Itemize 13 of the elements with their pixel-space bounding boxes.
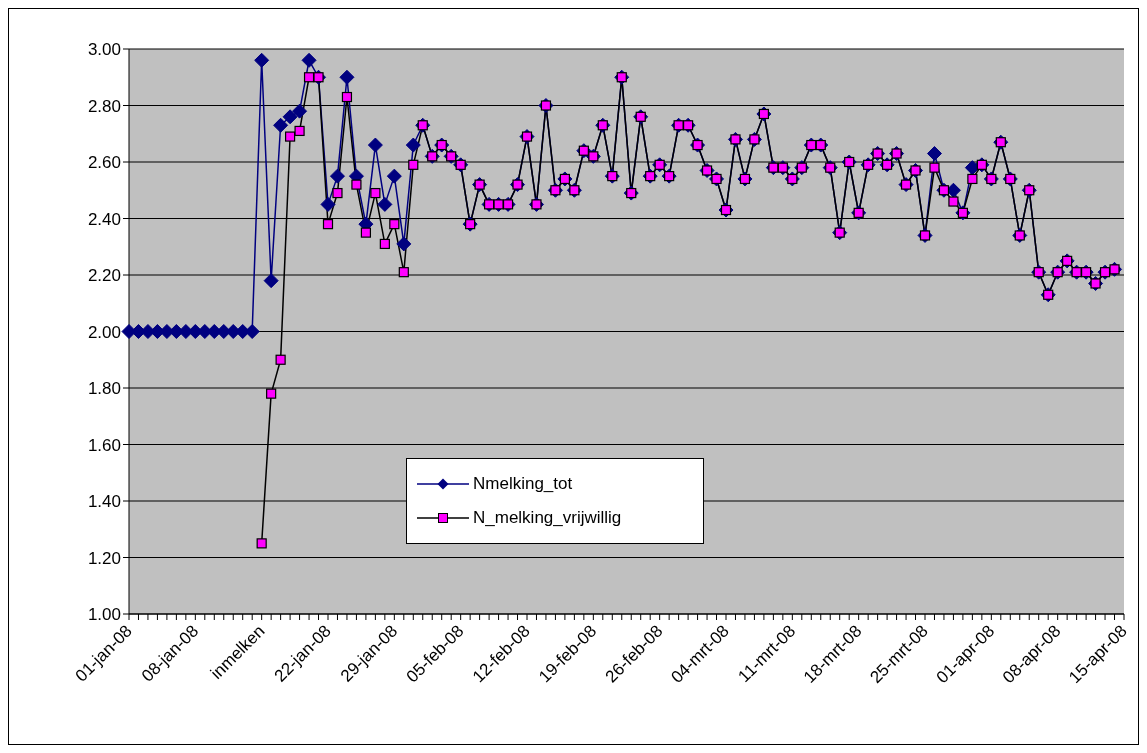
y-tick-label: 2.40 — [87, 209, 121, 229]
y-tick-label: 3.00 — [87, 40, 121, 60]
y-tick-label: 2.80 — [87, 96, 121, 116]
y-tick-label: 2.60 — [87, 153, 121, 173]
legend-label: Nmelking_tot — [473, 474, 573, 494]
y-tick-label: 2.00 — [87, 322, 121, 342]
y-tick-label: 1.60 — [87, 435, 121, 455]
y-tick-label: 1.00 — [87, 605, 121, 625]
y-tick-label: 1.40 — [87, 492, 121, 512]
legend-label: N_melking_vrijwillig — [473, 508, 622, 528]
y-tick-label: 1.20 — [87, 548, 121, 568]
y-tick-label: 2.20 — [87, 266, 121, 286]
y-tick-label: 1.80 — [87, 379, 121, 399]
